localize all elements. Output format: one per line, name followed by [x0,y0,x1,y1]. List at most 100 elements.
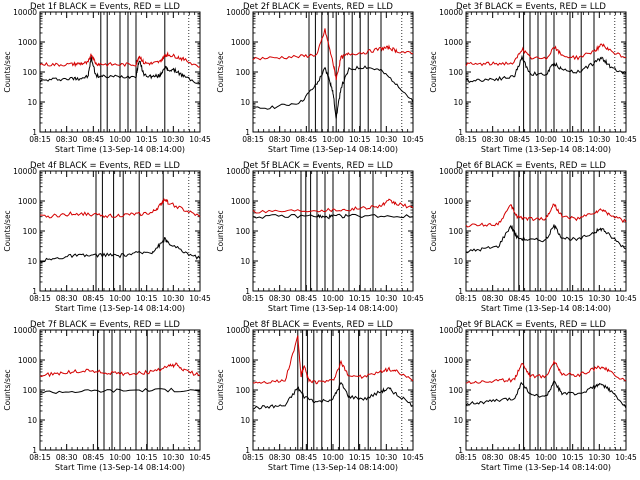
y-tick-label: 10 [453,98,463,107]
events-series-line [39,56,201,85]
y-tick-label: 1000 [444,197,463,206]
y-tick-label: 1 [245,446,250,455]
x-tick-label: 10:00 [109,453,131,462]
y-tick-label: 10000 [13,326,37,335]
x-tick-label: 10:15 [349,135,371,144]
y-tick-label: 1 [458,446,463,455]
lld-series-line [252,335,414,385]
x-tick-label: 08:45 [509,453,531,462]
x-axis-label: Start Time (13-Sep-14 08:14:00) [481,145,611,154]
y-axis-label: Counts/sec [216,51,225,92]
y-tick-label: 1 [245,287,250,296]
y-tick-label: 100 [236,68,251,77]
x-tick-label: 10:00 [535,453,557,462]
events-series-line [465,379,627,409]
x-tick-label: 10:00 [322,453,344,462]
x-tick-label: 10:15 [136,135,158,144]
panel-3: Det 3f BLACK = Events, RED = LLD Counts/s… [429,2,637,154]
lld-series-line [39,198,201,219]
x-tick-label: 08:30 [482,453,504,462]
x-tick-label: 10:45 [615,294,637,303]
y-tick-label: 1000 [18,197,37,206]
lld-series-line [465,43,627,67]
x-tick-label: 10:15 [562,294,584,303]
y-tick-label: 10000 [226,326,250,335]
panel-9: Det 9f BLACK = Events, RED = LLD Counts/s… [429,320,637,472]
x-tick-label: 10:45 [402,294,424,303]
y-tick-label: 100 [449,227,464,236]
x-tick-label: 08:45 [83,135,105,144]
x-tick-label: 08:15 [242,453,264,462]
x-tick-label: 10:00 [109,135,131,144]
y-axis-label: Counts/sec [429,369,438,410]
events-series-line [252,65,414,119]
y-tick-label: 1 [458,287,463,296]
y-tick-label: 1 [458,128,463,137]
x-tick-label: 08:30 [56,294,78,303]
y-tick-label: 1000 [444,38,463,47]
y-tick-label: 10000 [13,8,37,17]
y-axis-label: Counts/sec [3,369,12,410]
x-tick-label: 08:15 [455,453,477,462]
y-tick-label: 100 [236,386,251,395]
y-tick-label: 10 [27,416,37,425]
x-tick-label: 08:45 [83,294,105,303]
lld-series-line [465,203,627,228]
x-tick-label: 08:45 [296,453,318,462]
panel-4: Det 4f BLACK = Events, RED = LLD Counts/s… [3,161,211,313]
x-tick-label: 10:45 [402,453,424,462]
x-tick-label: 08:45 [509,135,531,144]
y-axis-label: Counts/sec [3,51,12,92]
x-axis-label: Start Time (13-Sep-14 08:14:00) [55,145,185,154]
x-tick-label: 10:45 [615,453,637,462]
x-tick-label: 08:30 [56,135,78,144]
lld-series-line [465,359,627,385]
y-tick-label: 1000 [18,38,37,47]
y-tick-label: 10000 [226,8,250,17]
x-tick-label: 10:30 [589,453,611,462]
x-axis-label: Start Time (13-Sep-14 08:14:00) [55,463,185,472]
panel-title: Det 2f BLACK = Events, RED = LLD [243,2,393,12]
x-tick-label: 10:45 [189,453,211,462]
x-tick-label: 10:30 [163,453,185,462]
x-tick-label: 10:15 [136,453,158,462]
y-tick-label: 1000 [231,197,250,206]
y-tick-label: 1 [245,128,250,137]
y-tick-label: 10 [240,98,250,107]
x-axis-label: Start Time (13-Sep-14 08:14:00) [268,463,398,472]
x-tick-label: 10:45 [615,135,637,144]
y-tick-label: 100 [23,227,38,236]
y-tick-label: 10000 [439,167,463,176]
y-tick-label: 10 [453,257,463,266]
y-tick-label: 10 [27,98,37,107]
x-tick-label: 10:00 [322,135,344,144]
events-series-line [465,224,627,254]
lld-series-line [252,28,414,81]
y-axis-label: Counts/sec [429,51,438,92]
y-tick-label: 1000 [18,356,37,365]
events-series-line [39,236,201,264]
panel-title: Det 6f BLACK = Events, RED = LLD [456,161,606,171]
panel-title: Det 4f BLACK = Events, RED = LLD [30,161,180,171]
x-axis-label: Start Time (13-Sep-14 08:14:00) [268,145,398,154]
x-tick-label: 08:15 [242,294,264,303]
x-axis-label: Start Time (13-Sep-14 08:14:00) [55,304,185,313]
y-axis-label: Counts/sec [216,369,225,410]
panel-1: Det 1f BLACK = Events, RED = LLD Counts/s… [3,2,211,154]
x-tick-label: 10:30 [376,294,398,303]
x-tick-label: 10:30 [376,135,398,144]
x-tick-label: 08:15 [29,294,51,303]
x-axis-label: Start Time (13-Sep-14 08:14:00) [481,463,611,472]
panel-title: Det 3f BLACK = Events, RED = LLD [456,2,606,12]
x-tick-label: 10:30 [589,294,611,303]
panel-5: Det 5f BLACK = Events, RED = LLD Counts/s… [216,161,424,313]
x-tick-label: 10:30 [589,135,611,144]
x-tick-label: 08:30 [56,453,78,462]
x-tick-label: 10:15 [349,453,371,462]
x-tick-label: 10:00 [535,294,557,303]
x-tick-label: 08:15 [29,135,51,144]
plot-frame [39,170,201,292]
y-tick-label: 1 [32,128,37,137]
lld-series-line [39,362,201,378]
plot-frame [252,329,414,451]
